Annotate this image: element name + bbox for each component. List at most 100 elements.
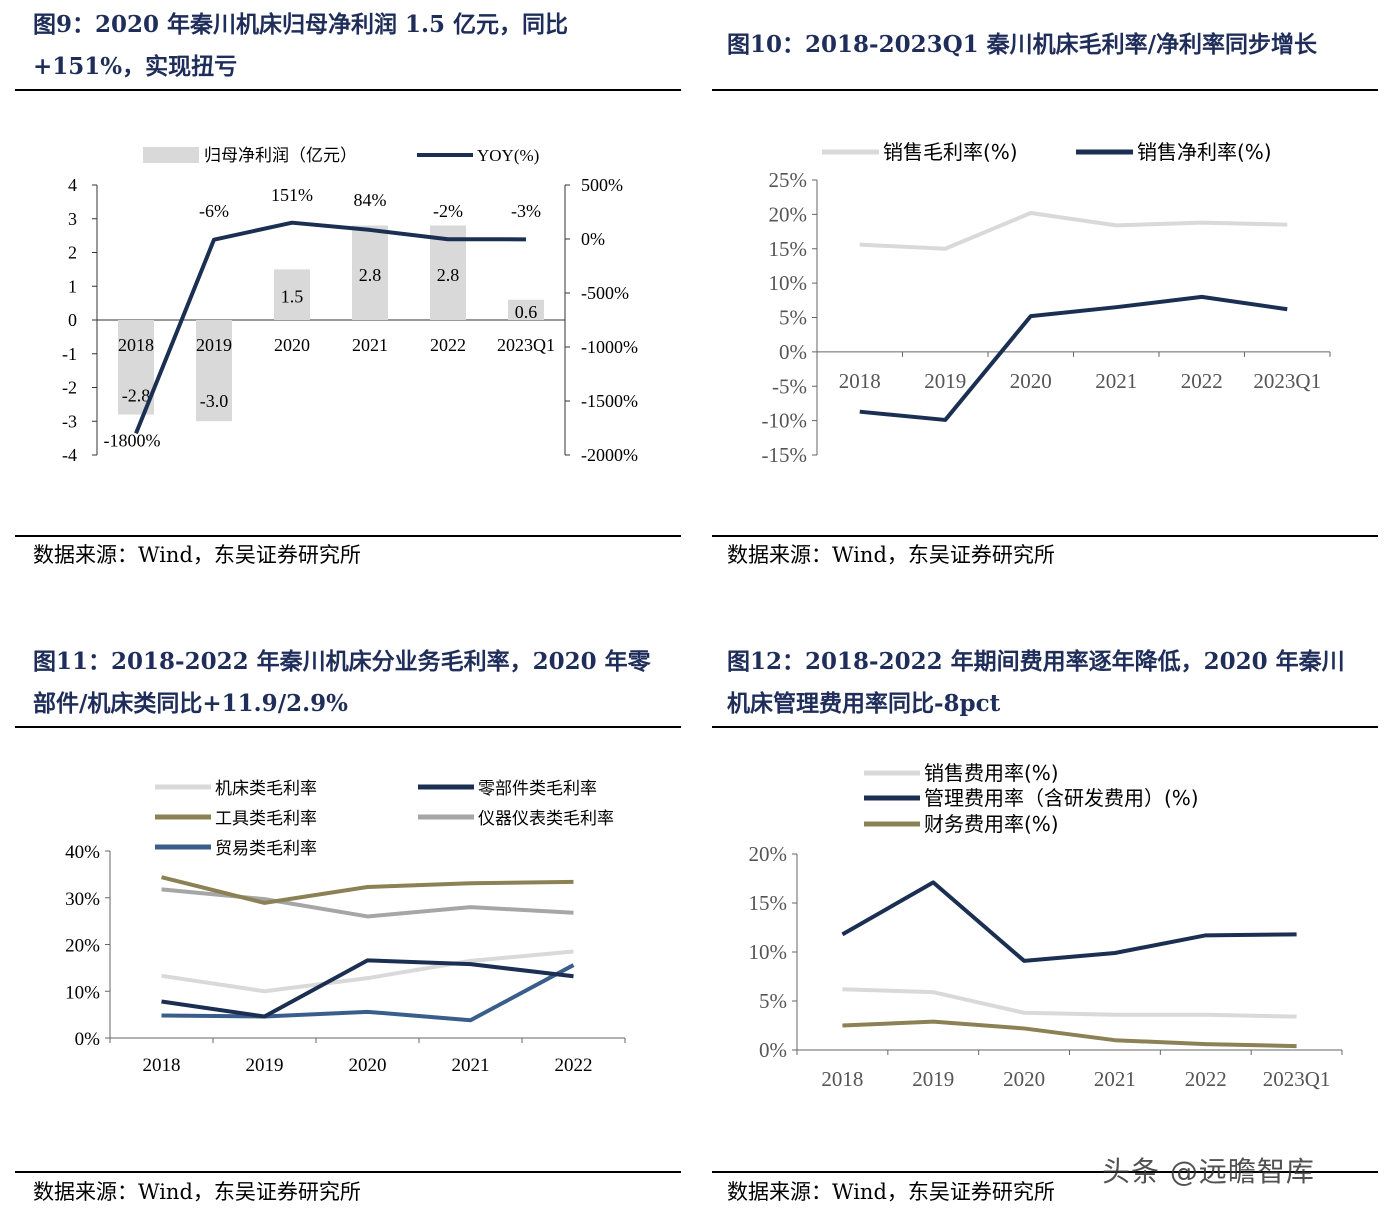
fig12-series-2 [842,1019,1297,1049]
fig9-yoy-label-2018: -1800% [104,430,161,450]
fig9-bar-label-2020: 1.5 [281,287,304,307]
fig9-yoy-label-2021: 84% [354,190,387,210]
fig10-y-tick-label: 15% [769,237,808,261]
fig11-bottom-rule [15,1171,681,1173]
fig12-series-1 [841,880,1297,963]
fig11-x-label-2018: 2018 [143,1055,181,1076]
fig10-legend-label-0: 销售毛利率(%) [883,140,1018,164]
fig9-yoy-label-2019: -6% [199,201,229,221]
fig12-legend-label-2: 财务费用率(%) [924,812,1059,836]
fig9-legend-label-line: YOY(%) [477,146,539,165]
fig11-top-rule [15,726,681,728]
fig11-legend-label-3: 仪器仪表类毛利率 [478,809,614,829]
fig9-right-tick-label: -1000% [581,337,638,357]
fig10-y-tick-label: -15% [762,443,808,467]
fig12-y-tick-label: 15% [749,891,788,915]
fig12-title-line1: 图12：2018-2022 年期间费用率逐年降低，2020 年秦川 [727,648,1345,675]
fig11-y-tick-label: 30% [65,889,100,910]
watermark: 头条 @远瞻智库 [1102,1155,1315,1188]
fig9-bar-label-2022: 2.8 [437,265,460,285]
fig9-top-rule [15,89,681,91]
fig9-right-tick-label: 0% [581,229,605,249]
fig10-y-tick-label: 20% [769,202,808,226]
fig9-left-tick-label: -4 [62,445,77,465]
fig10-x-label-2020: 2020 [1010,369,1052,393]
fig12-y-tick-label: 20% [749,842,788,866]
fig11-series-0 [161,949,574,994]
fig11-legend-label-4: 贸易类毛利率 [215,839,317,859]
fig11-series-4 [161,963,575,1023]
fig12-legend-label-1: 管理费用率（含研发费用）(%) [924,786,1199,810]
fig9-source: 数据来源：Wind，东吴证券研究所 [33,543,361,567]
fig9-left-tick-label: 2 [68,243,77,263]
fig10-y-tick-label: 10% [769,271,808,295]
fig9-chart: 归母净利润（亿元） YOY(%) 4 3 2 1 0 -1 -2 -3 -4 500% 0% -500% -… [62,146,638,465]
fig9-left-tick-label: -1 [62,344,77,364]
fig12-x-label-2020: 2020 [1003,1067,1045,1091]
fig11-title-line2: 部件/机床类同比+11.9/2.9% [33,690,348,717]
fig10-title-line1: 图10：2018-2023Q1 秦川机床毛利率/净利率同步增长 [727,31,1318,58]
fig10-x-label-2019: 2019 [924,369,966,393]
fig9-bottom-rule [15,535,681,537]
fig9-title-line1: 图9：2020 年秦川机床归母净利润 1.5 亿元，同比 [33,11,569,38]
fig12-y-tick-label: 10% [749,940,788,964]
fig9-right-tick-label: -1500% [581,391,638,411]
fig9-x-label-2018: 2018 [118,335,154,355]
fig11-y-tick-label: 40% [65,842,100,863]
fig9-legend-swatch-bar [143,147,199,163]
fig10-legend-label-1: 销售净利率(%) [1137,140,1272,164]
fig10-series-1 [859,294,1288,422]
fig10-y-tick-label: 5% [779,306,807,330]
fig9-right-tick-label: -2000% [581,445,638,465]
fig9-right-tick-label: 500% [581,175,623,195]
fig9-yoy-label-2023Q1: -3% [511,201,541,221]
fig9-x-label-2023Q1: 2023Q1 [497,335,555,355]
fig11-series-1 [161,958,574,1019]
fig12-series-0 [842,987,1297,1019]
fig11-x-label-2020: 2020 [349,1055,387,1076]
fig12-source: 数据来源：Wind，东吴证券研究所 [727,1180,1055,1204]
fig11-legend-label-2: 工具类毛利率 [215,809,317,829]
fig9-bar-label-2019: -3.0 [200,391,229,411]
fig9-bar-2021 [352,225,388,320]
fig11-title-line1: 图11：2018-2022 年秦川机床分业务毛利率，2020 年零 [33,648,651,675]
fig9-x-label-2022: 2022 [430,335,466,355]
fig11-series-2 [161,875,574,905]
fig9-left-tick-label: 0 [68,310,77,330]
fig12-title-line2: 机床管理费用率同比-8pct [727,690,1001,717]
fig9-bar-2023Q1 [508,299,544,320]
fig9-x-label-2019: 2019 [196,335,232,355]
fig11-y-tick-label: 20% [65,936,100,957]
fig12-chart: 销售费用率(%)管理费用率（含研发费用）(%)财务费用率(%) 20% 15% 10%… [749,761,1343,1091]
fig11-x-label-2019: 2019 [246,1055,284,1076]
fig9-yoy-label-2022: -2% [433,201,463,221]
fig9-yoy-label-2020: 151% [271,185,313,205]
fig10-y-tick-label: 0% [779,340,807,364]
fig10-y-tick-label: -10% [762,409,808,433]
fig9-right-tick-label: -500% [581,283,629,303]
fig10-series-0 [859,211,1288,251]
fig10-x-label-2023Q1: 2023Q1 [1253,369,1321,393]
fig9-left-tick-label: 3 [68,209,77,229]
fig12-x-label-2018: 2018 [821,1067,863,1091]
fig12-legend-label-0: 销售费用率(%) [924,761,1059,785]
fig11-y-tick-label: 0% [75,1029,101,1050]
fig9-left-tick-label: 4 [68,175,77,195]
fig12-y-tick-label: 0% [759,1038,787,1062]
fig11-source: 数据来源：Wind，东吴证券研究所 [33,1180,361,1204]
fig11-legend-label-0: 机床类毛利率 [215,779,317,799]
fig9-x-label-2021: 2021 [352,335,388,355]
fig12-top-rule [712,726,1378,728]
fig9-bar-label-2023Q1: 0.6 [515,302,538,322]
fig9-bar-label-2021: 2.8 [359,265,382,285]
fig12-y-tick-label: 5% [759,989,787,1013]
fig12-bottom-rule [712,1171,1378,1173]
fig11-x-label-2021: 2021 [452,1055,490,1076]
fig10-source: 数据来源：Wind，东吴证券研究所 [727,543,1055,567]
fig9-title-line2: +151%，实现扭亏 [33,53,238,80]
fig9-yoy-line [134,220,527,435]
fig9-bar-2019 [196,320,232,422]
fig12-x-label-2023Q1: 2023Q1 [1263,1067,1331,1091]
fig10-x-label-2018: 2018 [839,369,881,393]
